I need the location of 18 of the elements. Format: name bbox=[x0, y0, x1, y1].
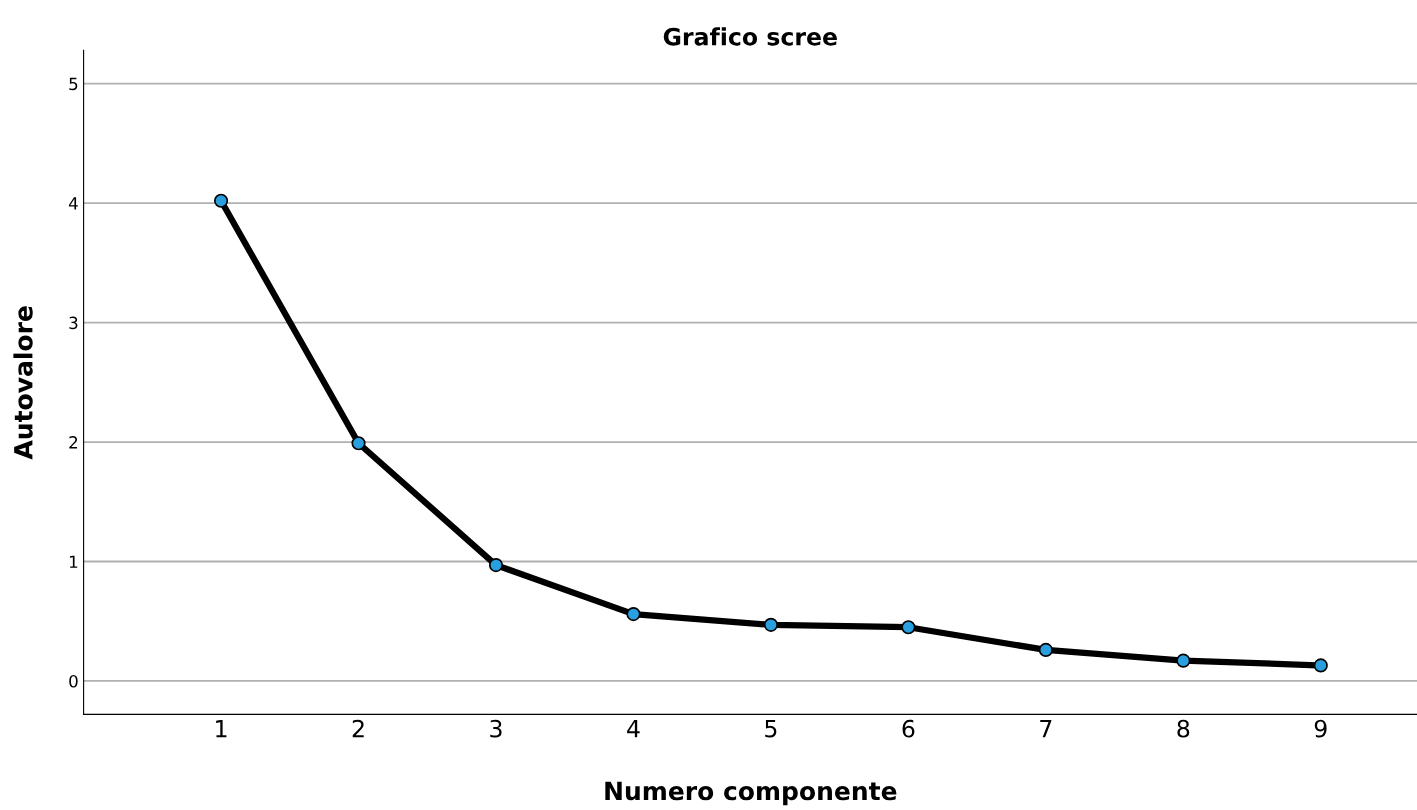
x-tick-label: 3 bbox=[490, 719, 502, 738]
y-tick-label: 4 bbox=[68, 197, 78, 210]
x-tick-label: 5 bbox=[765, 720, 777, 738]
x-tick-label: 2 bbox=[352, 719, 364, 738]
x-tick-label: 7 bbox=[1040, 720, 1052, 738]
x-tick-label: 4 bbox=[627, 720, 640, 738]
y-tick-label: 2 bbox=[69, 436, 78, 449]
x-tick-label: 1 bbox=[216, 720, 227, 738]
y-tick-label: 5 bbox=[69, 77, 78, 91]
y-tick-label: 3 bbox=[69, 316, 78, 330]
x-tick-label: 9 bbox=[1314, 719, 1327, 738]
x-tick-label: 6 bbox=[902, 719, 915, 738]
x-axis-title: Numero componente bbox=[605, 781, 897, 806]
y-tick-label: 1 bbox=[69, 555, 78, 568]
chart-title: Grafico scree bbox=[663, 27, 837, 46]
x-tick-label: 8 bbox=[1177, 719, 1190, 738]
y-tick-label: 0 bbox=[69, 674, 78, 688]
y-axis-title: Autovalore bbox=[13, 306, 33, 460]
